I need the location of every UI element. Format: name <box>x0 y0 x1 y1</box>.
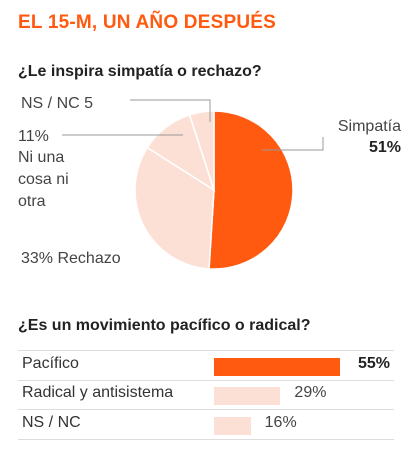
slice-simpatia <box>208 110 294 270</box>
label-ni-line3: otra <box>18 193 46 210</box>
leader-simpatia <box>262 137 324 151</box>
label-ni-line1: Ni una <box>18 149 65 166</box>
bar-pacifico <box>214 358 340 376</box>
bar-radical <box>214 387 281 405</box>
bar-row-pacifico: Pacífico 55% <box>18 350 394 381</box>
bar-label: Radical y antisistema <box>22 384 174 401</box>
label-nsnc: NS / NC 5 <box>21 95 94 112</box>
label-simpatia-pct: 51% <box>368 139 401 156</box>
bar-label: NS / NC <box>22 414 81 431</box>
page-title: EL 15-M, UN AÑO DESPUÉS <box>18 12 276 33</box>
bar-value: 16% <box>264 414 297 431</box>
bar-value: 55% <box>357 355 390 372</box>
pie-question: ¿Le inspira simpatía o rechazo? <box>18 63 262 80</box>
bar-nsnc <box>214 417 251 435</box>
bar-question: ¿Es un movimiento pacífico o radical? <box>18 317 311 334</box>
label-ni-pct: 11% <box>18 128 49 145</box>
label-simpatia: Simpatía <box>337 118 401 135</box>
label-ni-line2: cosa ni <box>18 171 69 188</box>
pie-chart <box>62 99 324 270</box>
bar-row-radical: Radical y antisistema 29% <box>18 380 394 410</box>
bar-row-nsnc: NS / NC 16% <box>18 410 394 440</box>
leader-nsnc <box>130 99 211 122</box>
bar-value: 29% <box>294 384 327 401</box>
slice-nsnc <box>188 110 215 191</box>
label-rechazo: 33% Rechazo <box>21 250 121 267</box>
bar-label: Pacífico <box>22 355 79 372</box>
